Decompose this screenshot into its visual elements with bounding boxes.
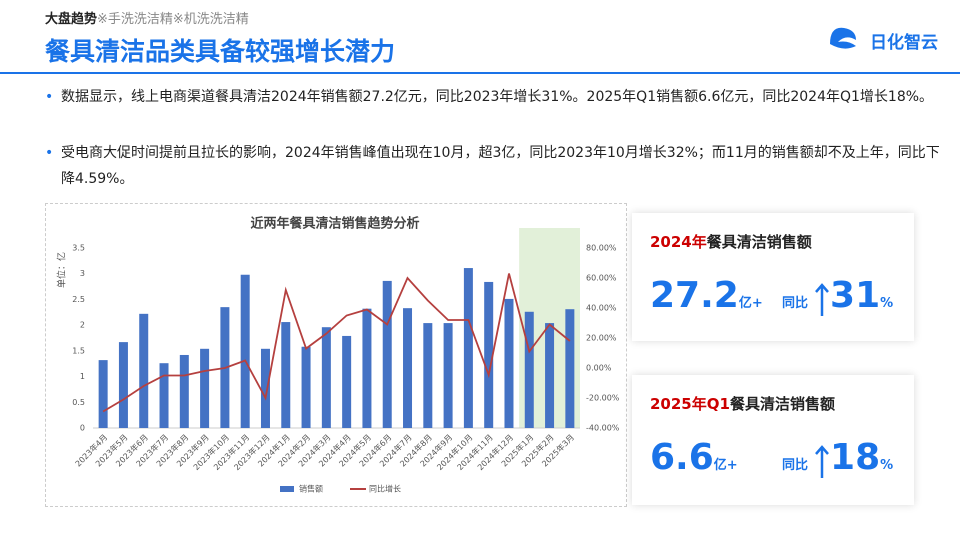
card-yoy: 同比 31% <box>782 275 893 316</box>
y-tick-label: 3 <box>80 269 85 278</box>
y2-tick-label: -40.00% <box>586 424 620 433</box>
y2-tick-label: 0.00% <box>586 364 612 373</box>
bar <box>484 281 494 428</box>
y2-tick-label: 40.00% <box>586 304 617 313</box>
logo: 日化智云 <box>870 33 938 53</box>
value: 27.2 <box>650 275 739 316</box>
y2-tick-label: 80.00% <box>586 244 617 253</box>
up-arrow <box>815 445 829 478</box>
bar <box>524 311 534 428</box>
legend-label: 同比增长 <box>369 484 401 494</box>
unit: 亿+ <box>713 458 738 473</box>
y-tick-label: 0.5 <box>72 398 85 407</box>
chart-title: 近两年餐具清洁销售趋势分析 <box>250 216 419 232</box>
legend-label: 销售额 <box>299 484 323 494</box>
bar <box>565 309 575 428</box>
logo-icon <box>830 27 856 49</box>
yoy-unit: % <box>880 458 894 473</box>
card-yoy: 同比 18% <box>782 437 893 478</box>
card-value: 27.2亿+ <box>650 275 763 316</box>
card: 2025年Q1餐具清洁销售额 6.6亿+ 同比 18% <box>632 375 914 505</box>
bar <box>139 313 149 428</box>
unit: 亿+ <box>738 296 763 311</box>
y-tick-label: 3.5 <box>72 244 85 253</box>
bar <box>118 342 128 428</box>
section: 大盘趋势※手洗洗洁精※机洗洗洁精 <box>45 8 249 27</box>
bar <box>159 363 169 428</box>
y-axis-label: 单位：亿 <box>56 252 68 288</box>
card-year: 2024年 <box>650 233 707 251</box>
value: 6.6 <box>650 437 714 478</box>
legend-swatch <box>280 486 294 492</box>
y-tick-label: 2 <box>80 321 85 330</box>
bar <box>504 298 514 428</box>
y2-tick-label: -20.00% <box>586 394 620 403</box>
card-label: 餐具清洁销售额 <box>729 395 835 413</box>
card-label: 餐具清洁销售额 <box>706 233 812 251</box>
y-tick-label: 2.5 <box>72 295 85 304</box>
y-tick-label: 1 <box>80 372 85 381</box>
yoy: 31 <box>830 275 881 316</box>
bar <box>240 274 250 428</box>
bar <box>301 346 311 428</box>
card-title: 2024年餐具清洁销售额 <box>650 231 812 252</box>
bar <box>260 348 270 428</box>
bar <box>463 268 473 428</box>
y-tick-label: 1.5 <box>72 346 85 355</box>
y-tick-label: 0 <box>80 424 85 433</box>
bullet: 受电商大促时间提前且拉长的影响，2024年销售峰值出现在10月，超3亿，同比20… <box>45 140 941 192</box>
bullet: 数据显示，线上电商渠道餐具清洁2024年销售额27.2亿元，同比2023年增长3… <box>45 84 941 110</box>
bar <box>281 322 291 428</box>
line <box>102 273 571 413</box>
bar <box>362 308 372 428</box>
tags: ※手洗洗洁精※机洗洗洁精 <box>97 12 249 27</box>
bar <box>98 360 108 428</box>
bar <box>423 323 433 428</box>
card: 2024年餐具清洁销售额 27.2亿+ 同比 31% <box>632 213 914 341</box>
card-value: 6.6亿+ <box>650 437 738 478</box>
bar <box>443 323 453 428</box>
bar <box>545 323 555 428</box>
bar <box>403 308 413 428</box>
bar <box>382 280 392 428</box>
rule <box>0 72 960 74</box>
y2-tick-label: 60.00% <box>586 274 617 283</box>
bar <box>342 335 352 428</box>
card-year: 2025年Q1 <box>650 395 730 413</box>
yoy-label: 同比 <box>782 458 809 473</box>
yoy-label: 同比 <box>782 296 809 311</box>
chart-box <box>45 203 627 507</box>
bar <box>200 348 210 428</box>
bar <box>321 327 331 428</box>
card-title: 2025年Q1餐具清洁销售额 <box>650 393 835 414</box>
title: 餐具清洁品类具备较强增长潜力 <box>45 37 396 66</box>
yoy-unit: % <box>880 296 894 311</box>
section-label: 大盘趋势 <box>45 12 98 27</box>
y2-tick-label: 20.00% <box>586 334 617 343</box>
yoy: 18 <box>830 437 881 478</box>
up-arrow <box>815 283 829 316</box>
bar <box>179 354 189 428</box>
